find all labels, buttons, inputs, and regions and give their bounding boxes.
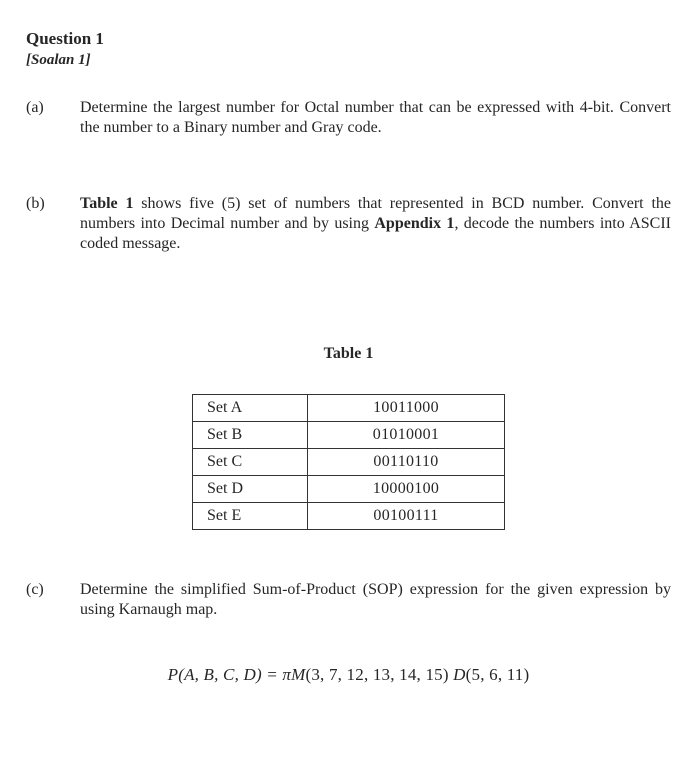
- table-cell-set: Set A: [193, 395, 308, 422]
- part-b-label: (b): [26, 194, 80, 214]
- part-a: (a) Determine the largest number for Oct…: [26, 98, 671, 138]
- part-c: (c) Determine the simplified Sum-of-Prod…: [26, 580, 671, 620]
- formula-lhs: P(A, B, C, D) =: [168, 665, 283, 684]
- table-cell-value: 10000100: [308, 476, 505, 503]
- question-subtitle: [Soalan 1]: [26, 51, 671, 70]
- part-b-text: Table 1 shows five (5) set of numbers th…: [80, 194, 671, 254]
- part-b-table-ref: Table 1: [80, 195, 133, 212]
- part-a-text: Determine the largest number for Octal n…: [80, 98, 671, 138]
- part-b-appendix-ref: Appendix 1: [374, 215, 454, 232]
- table-row: Set A 10011000: [193, 395, 505, 422]
- formula-args2: (5, 6, 11): [466, 665, 530, 684]
- table-cell-value: 00110110: [308, 449, 505, 476]
- table-caption: Table 1: [26, 344, 671, 364]
- table-cell-set: Set D: [193, 476, 308, 503]
- table-cell-set: Set B: [193, 422, 308, 449]
- table-cell-value: 10011000: [308, 395, 505, 422]
- question-title: Question 1: [26, 28, 671, 49]
- table-cell-set: Set C: [193, 449, 308, 476]
- table-row: Set D 10000100: [193, 476, 505, 503]
- table-row: Set B 01010001: [193, 422, 505, 449]
- formula-pi: π: [282, 665, 291, 684]
- part-a-label: (a): [26, 98, 80, 118]
- table-1: Set A 10011000 Set B 01010001 Set C 0011…: [192, 394, 505, 530]
- formula-args1: (3, 7, 12, 13, 14, 15): [305, 665, 453, 684]
- formula-d: D: [453, 665, 465, 684]
- formula: P(A, B, C, D) = πM(3, 7, 12, 13, 14, 15)…: [26, 664, 671, 685]
- table-row: Set C 00110110: [193, 449, 505, 476]
- part-c-label: (c): [26, 580, 80, 600]
- table-cell-value: 01010001: [308, 422, 505, 449]
- table-row: Set E 00100111: [193, 503, 505, 530]
- formula-m: M: [291, 665, 305, 684]
- table-cell-set: Set E: [193, 503, 308, 530]
- part-c-text: Determine the simplified Sum-of-Product …: [80, 580, 671, 620]
- table-cell-value: 00100111: [308, 503, 505, 530]
- part-b: (b) Table 1 shows five (5) set of number…: [26, 194, 671, 254]
